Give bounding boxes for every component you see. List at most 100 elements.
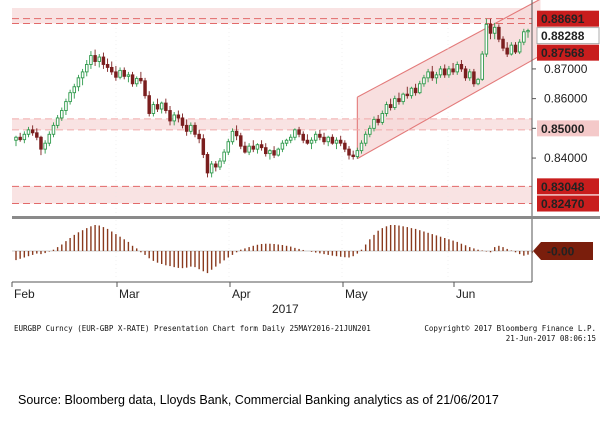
candle-body [43, 142, 47, 150]
candle-body [60, 110, 64, 119]
candle [76, 74, 81, 92]
candle [26, 126, 31, 138]
candle [155, 98, 160, 112]
candle-body [368, 127, 372, 135]
x-year-label: 2017 [272, 302, 299, 316]
price-label-box [537, 178, 599, 195]
candle [301, 131, 305, 144]
candle [497, 24, 501, 43]
candle-body [218, 160, 222, 168]
candle [488, 18, 493, 40]
candle-body [68, 92, 72, 103]
candle [455, 61, 459, 75]
candle-body [505, 47, 509, 55]
candle [501, 36, 505, 52]
candle-body [447, 68, 451, 76]
candle-body [422, 77, 426, 85]
candle-body [93, 55, 97, 62]
x-axis: Feb Mar Apr May Jun 2017 [11, 281, 532, 316]
candle-body [293, 129, 297, 138]
candle [209, 161, 214, 178]
candle [93, 49, 97, 66]
candle-body [214, 163, 218, 168]
candle-body [455, 64, 459, 73]
x-tick-label: Jun [456, 287, 475, 301]
candle [22, 131, 27, 144]
candle [393, 95, 397, 110]
candle [189, 122, 193, 135]
candle [201, 134, 206, 159]
candle [172, 112, 176, 126]
candle-body [459, 64, 464, 70]
price-labels: 0.88691 0.88288 0.87568 0.85000 0.83048 0.824… [536, 10, 600, 212]
candle-body [151, 104, 156, 114]
oscillator-value-label: -0.00 [547, 245, 575, 259]
candle [338, 135, 343, 147]
price-bands [12, 8, 532, 204]
candle [105, 58, 110, 72]
panel-separator [12, 216, 600, 219]
candle-body [247, 145, 251, 153]
candle-body [35, 132, 39, 138]
candle [480, 51, 484, 81]
candle [284, 138, 289, 147]
candle-body [55, 117, 60, 126]
candle-body [443, 68, 447, 76]
candle [438, 65, 443, 78]
candle [463, 65, 468, 81]
candle [114, 65, 118, 81]
candle-body [347, 148, 351, 156]
candle-body [318, 133, 322, 138]
candle-body [222, 151, 226, 162]
candle-body [164, 102, 168, 111]
x-tick-label: Mar [119, 287, 140, 301]
y-axis: 0.87000 0.86000 0.85000 0.84000 [531, 0, 588, 216]
candle [409, 86, 414, 99]
price-label-box [536, 27, 600, 45]
candle-body [255, 144, 260, 150]
candle [517, 39, 522, 55]
price-label: 0.88691 [537, 10, 599, 27]
candle [322, 132, 326, 145]
candle [255, 143, 260, 154]
price-label: 0.85000 [537, 120, 599, 137]
candle-body [351, 154, 355, 158]
candle [268, 149, 272, 160]
candle-body [226, 141, 231, 153]
price-label-text: 0.82470 [541, 197, 585, 211]
candle [363, 131, 368, 147]
candle [68, 89, 72, 105]
candle-body [143, 80, 147, 97]
candle [430, 65, 435, 81]
candle-body [326, 136, 330, 143]
candle-body [122, 69, 126, 77]
candle-body [189, 124, 193, 132]
candle [85, 60, 89, 77]
candle [164, 98, 168, 114]
candle-body [259, 144, 264, 149]
channel-upper-line [357, 0, 540, 98]
candle [467, 68, 472, 81]
candle [43, 140, 47, 154]
candle [101, 52, 106, 69]
candle-body [472, 71, 476, 85]
candle-body [384, 104, 389, 114]
candle [80, 68, 85, 86]
price-label-box [537, 44, 599, 61]
y-tick-label: 0.84000 [544, 151, 588, 165]
candle [401, 92, 405, 105]
candle-body [76, 77, 81, 88]
candle-body [205, 154, 210, 174]
candle-body [18, 136, 22, 141]
candle-body [426, 71, 430, 79]
candle-body [480, 53, 484, 80]
candle-body [147, 95, 151, 114]
candle [126, 71, 131, 83]
candle [522, 28, 526, 46]
candle [318, 129, 322, 141]
candle [14, 135, 18, 147]
candle-body [343, 142, 347, 150]
price-label-text: 0.88288 [541, 29, 585, 43]
candle [380, 110, 385, 125]
